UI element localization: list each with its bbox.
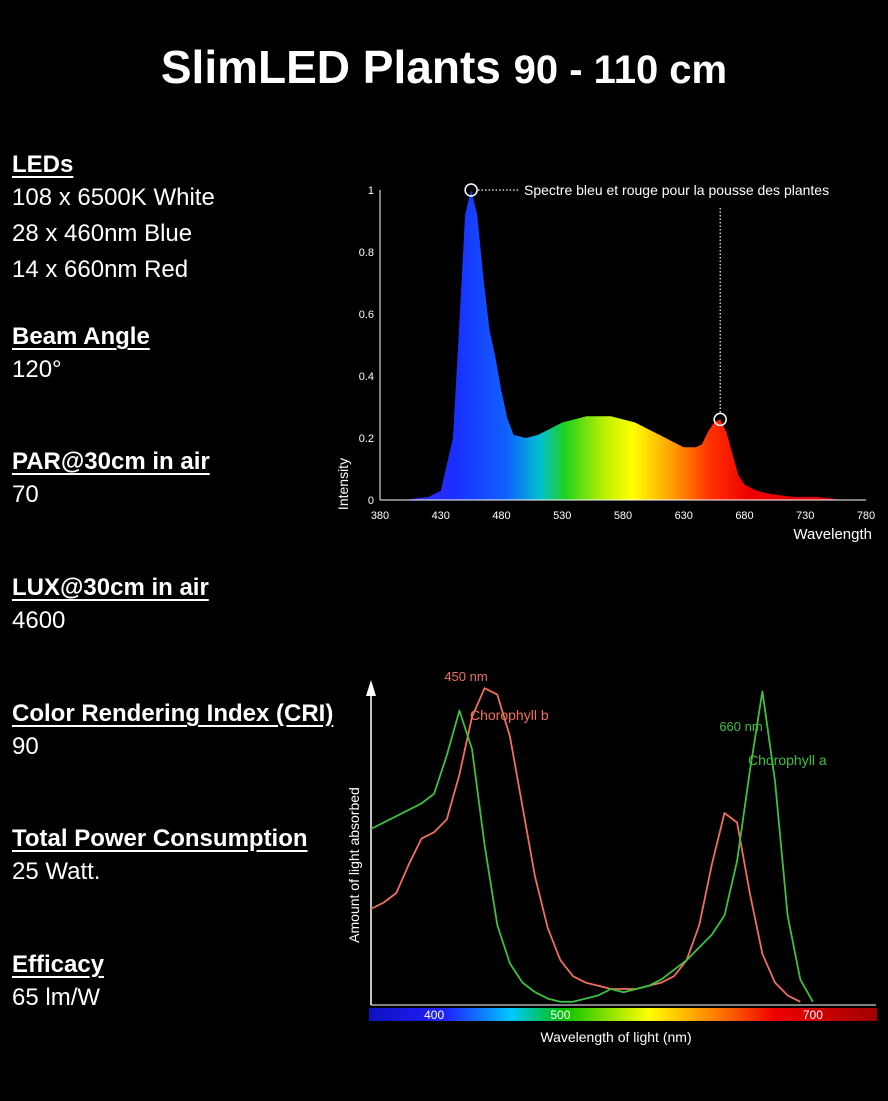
y-tick-label: 0.6	[359, 309, 374, 321]
x-tick-label: 680	[735, 510, 753, 522]
annotation-text: Spectre bleu et rouge pour la pousse des…	[524, 182, 829, 198]
x-tick-label: 530	[553, 510, 571, 522]
spec-cri: Color Rendering Index (CRI) 90	[12, 699, 333, 765]
wavelength-color-bar	[369, 1008, 877, 1021]
x-tick-label: 700	[803, 1008, 823, 1022]
x-tick-label: 430	[432, 510, 450, 522]
peak-marker-circle	[713, 412, 727, 427]
y-tick-label: 1	[368, 185, 374, 197]
y-tick-label: 0.2	[359, 433, 374, 445]
series-label: Chorophyll b	[470, 707, 549, 723]
spec-value: 120°	[12, 356, 62, 383]
spec-par: PAR@30cm in air 70	[12, 447, 210, 513]
spec-heading: LUX@30cm in air	[12, 574, 209, 601]
series-label: Chorophyll a	[748, 752, 827, 768]
peak-marker-circle	[464, 183, 478, 197]
peak-label: 450 nm	[444, 669, 487, 684]
spec-leds: LEDs 108 x 6500K White 28 x 460nm Blue 1…	[12, 150, 215, 288]
spec-heading: Total Power Consumption	[12, 825, 308, 852]
chlorophyll-a-line	[370, 690, 814, 1003]
chlorophyll-absorption-chart: 400 500 700 Wavelength of light (nm) Amount …	[346, 669, 877, 1045]
x-tick-label: 500	[550, 1008, 570, 1022]
spec-value: 108 x 6500K White	[12, 184, 215, 211]
x-axis-label: Wavelength	[793, 526, 872, 543]
spec-efficacy: Efficacy 65 lm/W	[12, 950, 104, 1016]
x-tick-label: 400	[424, 1008, 444, 1022]
spec-beam-angle: Beam Angle 120°	[12, 322, 150, 388]
y-axis-label: Intensity	[335, 458, 351, 510]
spec-heading: Color Rendering Index (CRI)	[12, 700, 334, 727]
x-tick-label: 780	[857, 510, 875, 522]
peak-label: 660 nm	[719, 719, 762, 734]
spec-heading: Beam Angle	[12, 323, 150, 350]
spec-lux: LUX@30cm in air 4600	[12, 573, 209, 639]
spectrum-area	[380, 190, 866, 500]
x-tick-label: 580	[614, 510, 632, 522]
x-axis-label: Wavelength of light (nm)	[540, 1029, 691, 1045]
x-tick-label: 380	[371, 510, 389, 522]
spec-heading: LEDs	[12, 151, 74, 178]
title-main: SlimLED Plants	[160, 41, 501, 93]
spec-heading: Efficacy	[12, 951, 105, 978]
emission-spectrum-chart: 0 0.2 0.4 0.6 0.8 1 380 430 480 530 580 630 680 730 78…	[335, 182, 875, 543]
spec-value: 14 x 660nm Red	[12, 256, 189, 283]
spec-value: 4600	[12, 607, 66, 634]
title-size: 90 - 110 cm	[513, 48, 728, 92]
spec-value: 65 lm/W	[12, 984, 101, 1011]
y-tick-label: 0	[368, 495, 374, 507]
spec-power: Total Power Consumption 25 Watt.	[12, 824, 308, 890]
spec-heading: PAR@30cm in air	[12, 448, 210, 475]
y-axis-arrow	[366, 680, 376, 696]
spec-value: 90	[12, 733, 39, 760]
x-tick-label: 480	[492, 510, 510, 522]
y-axis-label: Amount of light absorbed	[346, 787, 362, 943]
x-tick-label: 730	[796, 510, 814, 522]
spec-value: 70	[12, 481, 39, 508]
x-tick-label: 630	[675, 510, 693, 522]
y-tick-label: 0.8	[359, 247, 374, 259]
y-tick-label: 0.4	[359, 371, 374, 383]
spec-value: 28 x 460nm Blue	[12, 220, 193, 247]
spec-value: 25 Watt.	[12, 858, 101, 885]
page-title: SlimLED Plants 90 - 110 cm	[0, 40, 888, 94]
chlorophyll-b-line	[370, 687, 801, 1003]
